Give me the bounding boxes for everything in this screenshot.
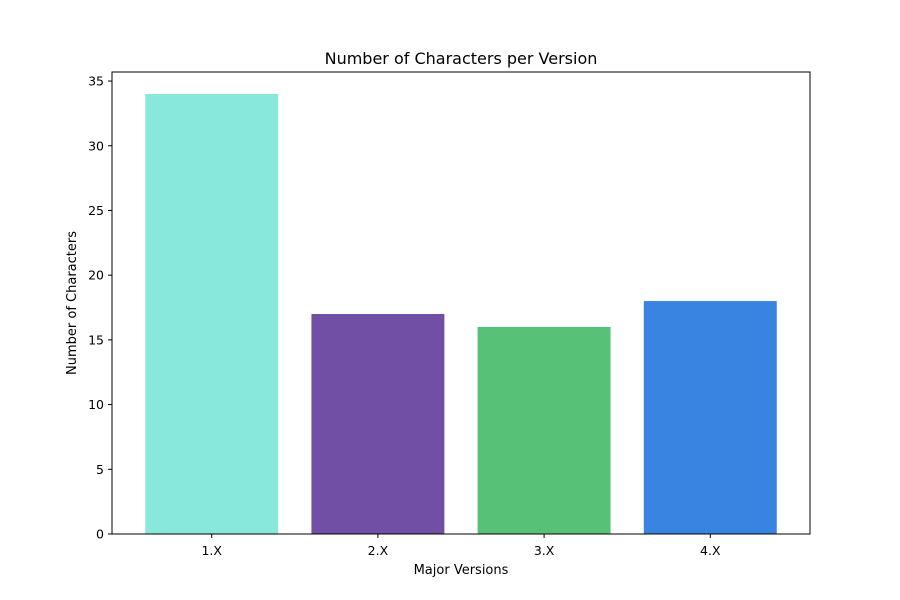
x-tick-label: 1.X — [201, 543, 222, 558]
y-axis-ticks: 0 5 10 15 20 25 30 35 — [88, 74, 112, 542]
x-axis-label: Major Versions — [414, 563, 509, 578]
y-tick-label: 5 — [96, 462, 104, 477]
y-tick-label: 20 — [88, 268, 104, 283]
bars-group — [145, 94, 777, 534]
y-tick-label: 10 — [88, 397, 104, 412]
y-tick-label: 30 — [88, 138, 104, 153]
x-axis-ticks: 1.X 2.X 3.X 4.X — [201, 534, 721, 558]
x-tick-label: 3.X — [534, 543, 555, 558]
bar-1-x — [145, 94, 279, 534]
x-tick-label: 4.X — [700, 543, 721, 558]
bar-3-x — [477, 326, 611, 534]
chart-title: Number of Characters per Version — [325, 49, 598, 68]
y-tick-label: 0 — [96, 527, 104, 542]
plot-area-frame — [111, 71, 811, 535]
bar-4-x — [643, 301, 777, 534]
y-tick-label: 25 — [88, 203, 104, 218]
bar-2-x — [311, 314, 445, 534]
x-tick-label: 2.X — [368, 543, 389, 558]
y-axis-label: Number of Characters — [65, 231, 80, 375]
y-tick-label: 35 — [88, 74, 104, 89]
y-tick-label: 15 — [88, 332, 104, 347]
